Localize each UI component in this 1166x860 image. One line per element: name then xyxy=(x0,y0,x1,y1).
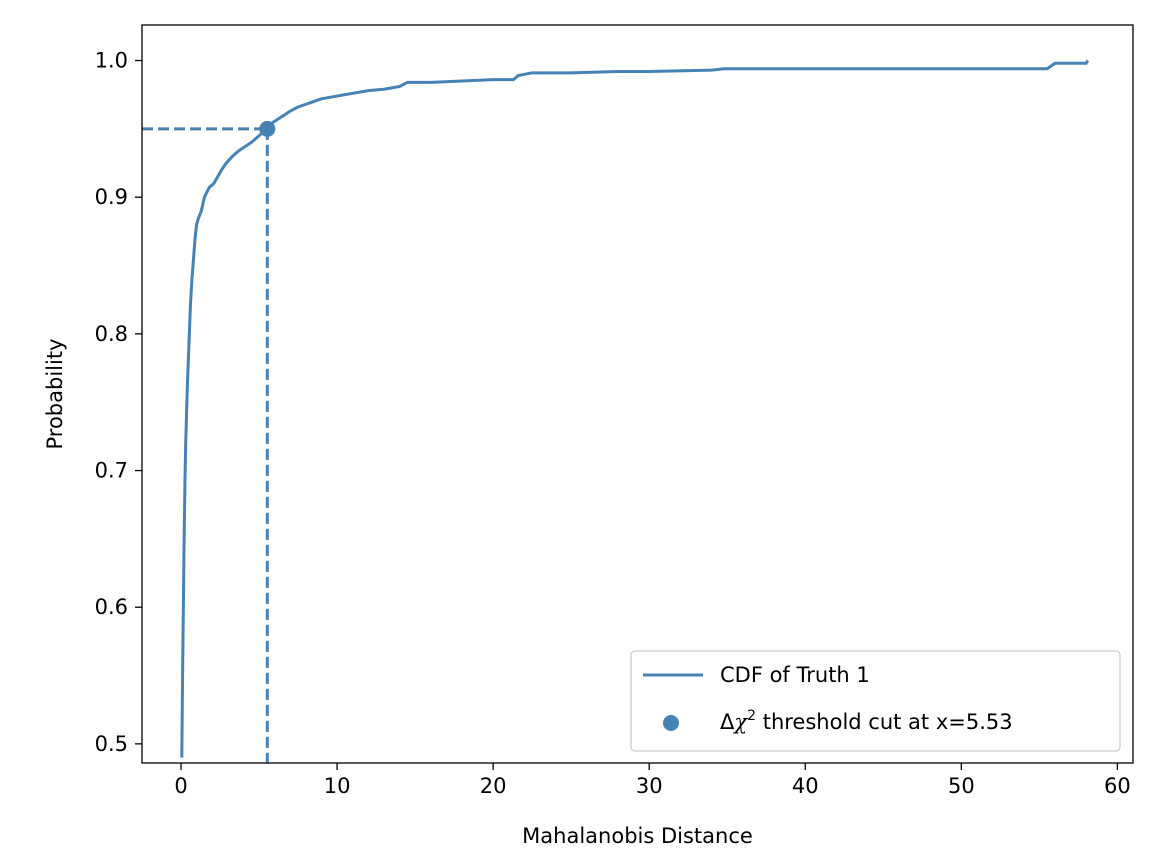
legend-label-threshold-symbol: χ xyxy=(732,710,748,734)
legend-label-threshold-suffix: threshold cut at x=5.53 xyxy=(756,710,1013,734)
y-tick-label: 0.6 xyxy=(95,595,128,619)
y-axis-label: Probability xyxy=(43,338,67,449)
y-tick-label: 0.8 xyxy=(95,322,128,346)
y-tick-label: 1.0 xyxy=(95,49,128,73)
y-tick-label: 0.7 xyxy=(95,459,128,483)
plot-data-layer xyxy=(142,59,1090,763)
x-tick-label: 30 xyxy=(636,774,663,798)
axes-frame xyxy=(141,24,1134,764)
x-tick-label: 60 xyxy=(1104,774,1131,798)
cdf-series-line xyxy=(180,59,1090,758)
legend-box xyxy=(630,650,1121,752)
threshold-point xyxy=(259,120,276,137)
y-tick-label: 0.5 xyxy=(95,732,128,756)
x-tick-label: 20 xyxy=(480,774,507,798)
legend-label-cdf: CDF of Truth 1 xyxy=(720,663,870,687)
legend-label-threshold-superscript: 2 xyxy=(747,708,756,724)
x-tick-label: 10 xyxy=(324,774,351,798)
x-tick-label: 50 xyxy=(948,774,975,798)
legend-label-threshold-prefix: Δ xyxy=(720,710,735,734)
x-tick-label: 0 xyxy=(174,774,187,798)
legend: CDF of Truth 1 Δχ2 threshold cut at x=5.… xyxy=(630,650,1121,752)
x-axis-label: Mahalanobis Distance xyxy=(522,824,753,848)
y-tick-label: 0.9 xyxy=(95,185,128,209)
legend-dot-swatch xyxy=(663,715,679,731)
x-tick-label: 40 xyxy=(792,774,819,798)
ticks-layer: 0 10 20 30 40 50 60 0.5 0.6 0.7 0.8 0.9 1.0 xyxy=(95,49,1131,798)
legend-label-threshold: Δχ2 threshold cut at x=5.53 xyxy=(720,708,1013,734)
